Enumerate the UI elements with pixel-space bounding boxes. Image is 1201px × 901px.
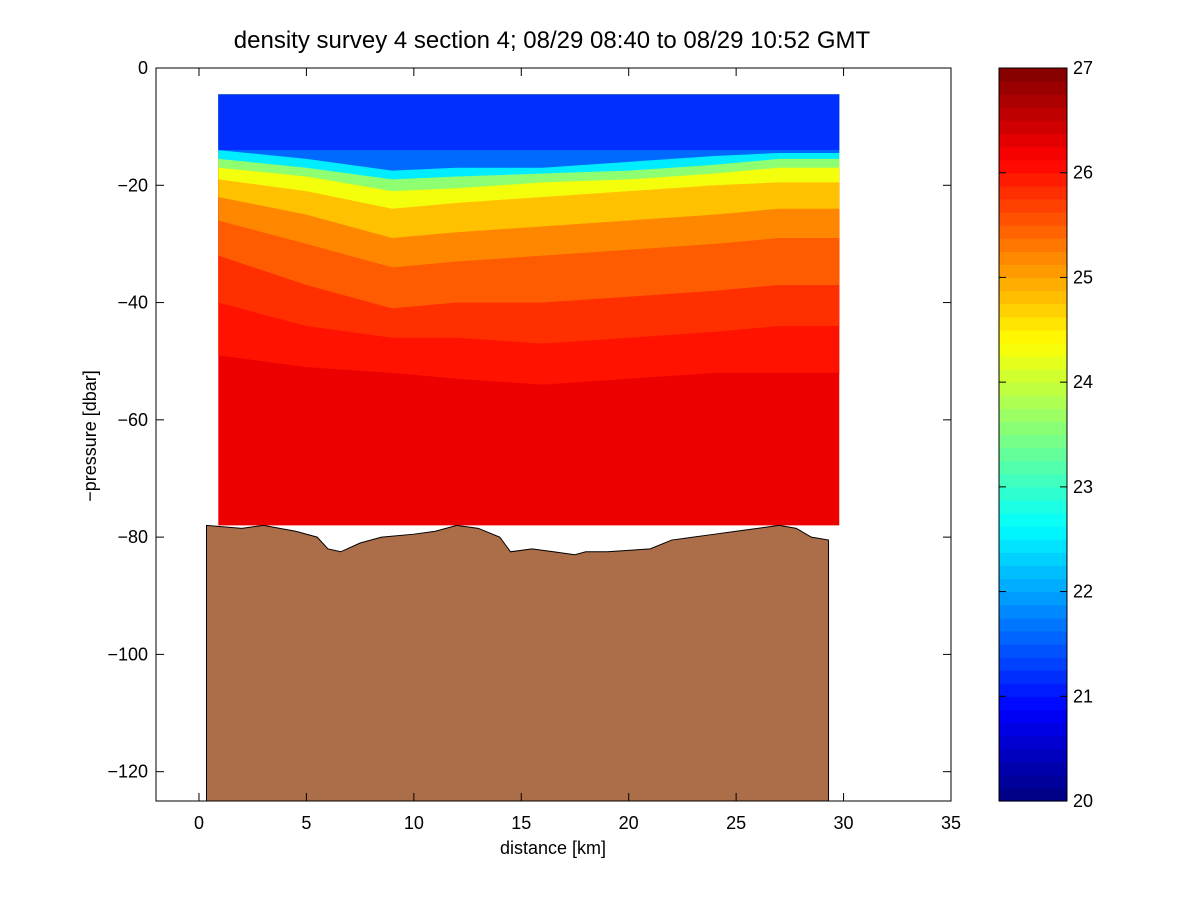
colorbar-step: [999, 709, 1067, 724]
colorbar-step: [999, 225, 1067, 239]
colorbar: 20 21 22 23 24 25 26 27: [998, 58, 1093, 811]
colorbar-step: [999, 683, 1067, 697]
colorbar-step: [999, 355, 1067, 370]
y-tick-label: −120: [107, 762, 148, 782]
colorbar-step: [999, 303, 1067, 318]
y-tick-label: −40: [117, 293, 148, 313]
colorbar-step: [999, 722, 1067, 737]
colorbar-tick-label: 21: [1073, 686, 1093, 706]
x-tick-label: 25: [726, 813, 746, 833]
colorbar-tick-label: 20: [1073, 791, 1093, 811]
colorbar-step: [999, 94, 1067, 108]
colorbar-tick-label: 27: [1073, 58, 1093, 78]
colorbar-step: [999, 434, 1067, 449]
colorbar-step: [999, 748, 1067, 763]
colorbar-step: [999, 185, 1067, 200]
colorbar-step: [999, 460, 1067, 475]
colorbar-step: [999, 787, 1067, 802]
colorbar-step: [999, 316, 1067, 331]
colorbar-tick-label: 25: [1073, 267, 1093, 287]
colorbar-step: [999, 565, 1067, 580]
x-axis: 0 5 10 15 20 25 30 35: [194, 68, 961, 833]
colorbar-step: [999, 526, 1067, 540]
colorbar-tick-label: 24: [1073, 372, 1093, 392]
colorbar-frame: [998, 67, 1068, 802]
colorbar-tick-label: 23: [1073, 477, 1093, 497]
colorbar-step: [999, 382, 1067, 396]
colorbar-step: [999, 408, 1067, 423]
x-axis-label: distance [km]: [500, 838, 606, 858]
colorbar-step: [999, 499, 1067, 514]
colorbar-step: [999, 774, 1067, 789]
colorbar-step: [999, 578, 1067, 593]
colorbar-step: [999, 68, 1067, 82]
plot-area: 0 5 10 15 20 25 30 35 0 −20 −40 −60 −80 −100 −120: [107, 58, 961, 833]
colorbar-step: [999, 513, 1067, 527]
chart-title: density survey 4 section 4; 08/29 08:40 …: [234, 27, 871, 54]
colorbar-step: [999, 172, 1067, 187]
x-tick-label: 20: [619, 813, 639, 833]
x-tick-label: 0: [194, 813, 204, 833]
colorbar-step: [999, 211, 1067, 226]
colorbar-step: [999, 617, 1067, 632]
colorbar-step: [999, 120, 1067, 135]
colorbar-step: [999, 107, 1067, 121]
colorbar-step: [999, 290, 1067, 305]
colorbar-step: [999, 264, 1067, 279]
colorbar-step: [999, 591, 1067, 606]
colorbar-step: [999, 329, 1067, 344]
colorbar-step: [999, 735, 1067, 750]
colorbar-step: [999, 81, 1067, 95]
colorbar-step: [999, 657, 1067, 671]
colorbar-step: [999, 146, 1067, 161]
seafloor: [205, 524, 830, 801]
colorbar-step: [999, 486, 1067, 501]
colorbar-step: [999, 696, 1067, 710]
colorbar-step: [999, 133, 1067, 148]
colorbar-step: [999, 761, 1067, 776]
y-tick-label: −20: [117, 175, 148, 195]
colorbar-tick-label: 22: [1073, 582, 1093, 602]
colorbar-step: [999, 395, 1067, 409]
colorbar-step: [999, 238, 1067, 252]
colorbar-step: [999, 198, 1067, 213]
y-axis: 0 −20 −40 −60 −80 −100 −120: [107, 58, 951, 782]
surface-layer: [218, 94, 840, 151]
y-tick-label: −100: [107, 644, 148, 664]
x-tick-label: 5: [301, 813, 311, 833]
x-tick-label: 35: [941, 813, 961, 833]
y-axis-label: −pressure [dbar]: [80, 370, 100, 502]
y-tick-label: −60: [117, 410, 148, 430]
colorbar-step: [999, 447, 1067, 462]
colorbar-step: [999, 369, 1067, 383]
x-tick-label: 30: [834, 813, 854, 833]
colorbar-step: [999, 421, 1067, 436]
colorbar-step: [999, 643, 1067, 658]
colorbar-step: [999, 604, 1067, 619]
colorbar-step: [999, 473, 1067, 488]
x-tick-label: 10: [404, 813, 424, 833]
x-tick-label: 15: [511, 813, 531, 833]
colorbar-step: [999, 159, 1067, 174]
y-tick-label: −80: [117, 527, 148, 547]
colorbar-step: [999, 670, 1067, 684]
colorbar-step: [999, 277, 1067, 292]
colorbar-step: [999, 251, 1067, 265]
density-field: [205, 94, 840, 801]
axes-frame: [155, 67, 952, 802]
colorbar-step: [999, 539, 1067, 553]
y-tick-label: 0: [138, 58, 148, 78]
colorbar-step: [999, 552, 1067, 566]
colorbar-step: [999, 630, 1067, 645]
colorbar-step: [999, 342, 1067, 357]
colorbar-tick-label: 26: [1073, 163, 1093, 183]
